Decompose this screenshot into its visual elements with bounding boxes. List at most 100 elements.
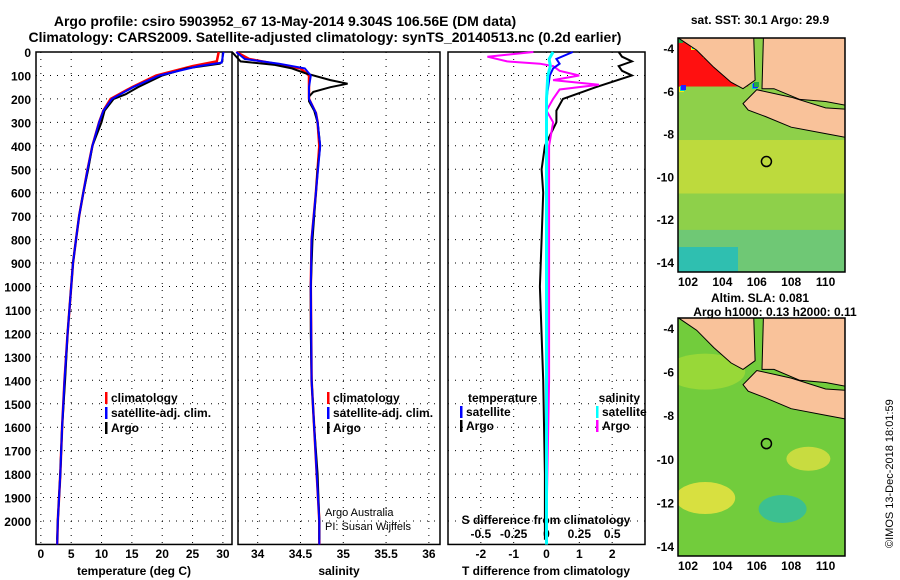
- sla-lat-tick-label: -12: [657, 496, 675, 510]
- sst-map-title: sat. SST: 30.1 Argo: 29.9: [691, 13, 830, 27]
- sla-lon-tick-label: 106: [747, 559, 767, 573]
- depth-tick-label: 1900: [4, 492, 31, 506]
- salinity-panel-frame: [237, 51, 441, 546]
- credit-line: Argo Australia: [325, 507, 394, 519]
- salinity-tick-label: 35.5: [374, 547, 398, 561]
- depth-tick-label: 100: [11, 69, 31, 83]
- temperature-tick-label: 15: [125, 547, 139, 561]
- difference-legend-t-satellite-label: satellite: [466, 405, 511, 419]
- t-difference-axis-label: T difference from climatology: [462, 564, 630, 578]
- depth-tick-label: 1500: [4, 398, 31, 412]
- temperature-legend-item-swatch: [105, 407, 108, 419]
- t-difference-tick-label: -2: [475, 547, 486, 561]
- difference-legend-t-satellite-swatch: [460, 406, 463, 418]
- s-difference-tick-label: 0.5: [604, 527, 621, 541]
- s-difference-argo-line: [487, 51, 600, 540]
- depth-tick-label: 700: [11, 210, 31, 224]
- depth-tick-label: 800: [11, 234, 31, 248]
- depth-tick-label: 400: [11, 140, 31, 154]
- sst-pixel: [678, 38, 683, 43]
- difference-legend-s-satellite-label: satellite: [602, 405, 647, 419]
- depth-tick-label: 1100: [5, 304, 31, 318]
- sla-lat-tick-label: -6: [663, 366, 674, 380]
- temperature-axis-label: temperature (deg C): [77, 564, 191, 578]
- depth-tick-label: 1400: [4, 374, 31, 388]
- sst-lat-tick-label: -12: [657, 213, 675, 227]
- sst-map-frame: [677, 37, 846, 273]
- depth-tick-label: 300: [11, 116, 31, 130]
- sla-coastal: [678, 353, 746, 390]
- sst-lon-tick-label: 106: [747, 275, 767, 289]
- temperature-legend-item-label: climatology: [111, 391, 178, 405]
- difference-legend-s-argo-swatch: [596, 420, 599, 432]
- sla-low-anomaly: [758, 494, 807, 523]
- difference-legend-s-satellite-swatch: [596, 406, 599, 418]
- depth-tick-label: 1300: [4, 351, 31, 365]
- temperature-panel-frame: [35, 51, 233, 546]
- sst-warm-band: [678, 140, 845, 194]
- temperature-tick-label: 20: [156, 547, 170, 561]
- sla-lat-tick-label: -4: [663, 322, 674, 336]
- s-difference-tick-label: -0.25: [500, 527, 528, 541]
- depth-tick-label: 900: [11, 257, 31, 271]
- temperature-tick-label: 25: [186, 547, 200, 561]
- t-difference-argo-line: [538, 51, 635, 540]
- sla-lon-tick-label: 102: [678, 559, 698, 573]
- salinity-legend-item-swatch: [327, 392, 330, 404]
- salinity-legend-item-label: Argo: [333, 421, 361, 435]
- sst-lon-tick-label: 110: [816, 275, 836, 289]
- temperature-satellite-line: [56, 51, 225, 545]
- temperature-legend-item-label: Argo: [111, 421, 139, 435]
- depth-tick-label: 600: [11, 187, 31, 201]
- difference-legend-t-argo-label: Argo: [466, 419, 494, 433]
- temperature-tick-label: 10: [95, 547, 109, 561]
- depth-tick-label: 1700: [4, 445, 31, 459]
- sst-pixel: [754, 82, 759, 87]
- depth-tick-label: 0: [24, 46, 31, 60]
- sst-lon-tick-label: 108: [781, 275, 801, 289]
- sla-map: [677, 317, 846, 557]
- title-line-2: Climatology: CARS2009. Satellite-adjuste…: [29, 29, 622, 45]
- sst-map-content: [678, 38, 845, 272]
- sst-pixel: [681, 85, 686, 90]
- difference-legend-salinity-header: salinity: [599, 391, 641, 405]
- depth-tick-label: 1000: [4, 281, 31, 295]
- sla-map-content: [678, 318, 845, 556]
- sst-argo-position-marker: [760, 155, 773, 168]
- sla-map-title: Altim. SLA: 0.081: [711, 291, 809, 305]
- salinity-legend-item-label: climatology: [333, 391, 400, 405]
- temperature-legend-item-label: satellite-adj. clim.: [111, 406, 211, 420]
- depth-tick-label: 1800: [4, 468, 31, 482]
- sst-cold-patch: [678, 247, 738, 272]
- salinity-satellite-line: [235, 51, 322, 545]
- s-difference-tick-label: -0.5: [470, 527, 491, 541]
- sla-lon-tick-label: 104: [712, 559, 732, 573]
- sla-lat-tick-label: -8: [663, 409, 674, 423]
- sst-lon-tick-label: 102: [678, 275, 698, 289]
- sla-lon-tick-label: 108: [781, 559, 801, 573]
- sla-map-frame: [677, 317, 846, 557]
- sla-land-borneo-sea: [761, 318, 845, 387]
- t-difference-tick-label: 1: [576, 547, 583, 561]
- difference-legend-s-argo-label: Argo: [602, 419, 630, 433]
- sst-lat-tick-label: -14: [657, 256, 675, 270]
- sst-lat-tick-label: -8: [663, 128, 674, 142]
- sla-high-anomaly: [786, 446, 831, 471]
- sst-map: [677, 37, 846, 273]
- temperature-tick-label: 30: [216, 547, 230, 561]
- sla-lat-tick-label: -10: [657, 453, 675, 467]
- depth-tick-label: 1600: [4, 421, 31, 435]
- depth-tick-label: 1200: [4, 327, 31, 341]
- sst-land-java: [742, 89, 845, 138]
- temperature-tick-label: 5: [68, 547, 75, 561]
- s-difference-satellite-line: [545, 51, 555, 545]
- difference-legend-temperature-header: temperature: [468, 391, 538, 405]
- sst-lat-tick-label: -6: [663, 85, 674, 99]
- depth-tick-label: 200: [11, 93, 31, 107]
- temperature-tick-label: 0: [38, 547, 45, 561]
- difference-legend-t-argo-swatch: [460, 420, 463, 432]
- sla-land-java: [742, 369, 845, 420]
- salinity-tick-label: 36: [422, 547, 436, 561]
- t-difference-tick-label: 0: [543, 547, 550, 561]
